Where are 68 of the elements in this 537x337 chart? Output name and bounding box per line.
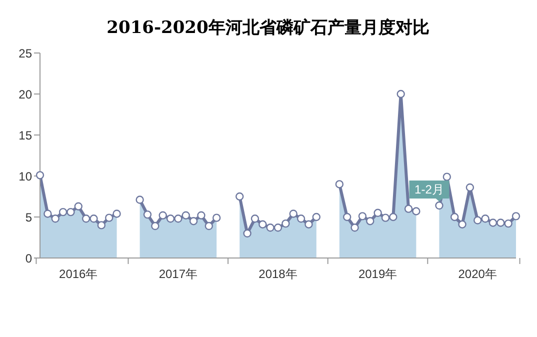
point bbox=[466, 183, 474, 192]
point bbox=[435, 201, 444, 210]
point bbox=[374, 208, 382, 217]
point bbox=[158, 211, 167, 220]
point bbox=[335, 180, 344, 188]
point bbox=[136, 196, 144, 204]
point bbox=[442, 172, 452, 181]
point bbox=[458, 220, 466, 228]
point bbox=[504, 219, 512, 228]
point bbox=[51, 214, 60, 223]
point bbox=[304, 220, 313, 228]
point bbox=[36, 171, 44, 180]
point bbox=[296, 214, 306, 223]
point bbox=[151, 222, 160, 230]
y-tick-label: 0 bbox=[25, 251, 32, 266]
point bbox=[412, 207, 420, 216]
point bbox=[204, 222, 214, 230]
point bbox=[250, 214, 260, 223]
y-tick-label: 20 bbox=[18, 87, 32, 102]
point bbox=[197, 211, 206, 220]
point bbox=[404, 204, 413, 213]
point bbox=[166, 214, 175, 223]
point bbox=[212, 214, 221, 222]
y-tick-label: 5 bbox=[25, 210, 32, 224]
point bbox=[174, 214, 182, 223]
point bbox=[44, 210, 52, 218]
chart-title: 2016-2020年河北省磷矿石产量月度对比 bbox=[106, 17, 430, 39]
y-tick-label: 25 bbox=[18, 46, 32, 60]
point bbox=[342, 212, 352, 222]
x-tick-label: 2018年 bbox=[258, 267, 298, 281]
point bbox=[90, 214, 98, 223]
point bbox=[189, 217, 198, 226]
point bbox=[512, 212, 520, 220]
point bbox=[289, 210, 298, 218]
point bbox=[143, 210, 152, 219]
point bbox=[243, 229, 252, 238]
point bbox=[58, 208, 68, 216]
point bbox=[366, 217, 374, 226]
point bbox=[112, 210, 121, 218]
point bbox=[358, 212, 367, 220]
point bbox=[474, 216, 482, 224]
point bbox=[481, 214, 490, 223]
point bbox=[266, 224, 274, 232]
point bbox=[104, 214, 114, 222]
point bbox=[396, 90, 405, 98]
point bbox=[74, 202, 82, 210]
x-tick-label: 2020年 bbox=[458, 267, 497, 281]
x-tick-label: 2016年 bbox=[59, 267, 98, 281]
x-tick-label: 2017年 bbox=[158, 267, 198, 281]
annotation: 1-2月 bbox=[414, 182, 444, 197]
point bbox=[274, 224, 282, 232]
point bbox=[282, 219, 290, 228]
y-tick-label: 10 bbox=[18, 169, 32, 184]
point bbox=[488, 218, 498, 227]
point bbox=[312, 212, 320, 222]
point bbox=[236, 192, 244, 201]
point bbox=[97, 221, 106, 230]
point bbox=[66, 208, 75, 216]
point bbox=[389, 212, 398, 222]
point bbox=[350, 224, 359, 232]
point bbox=[381, 214, 390, 222]
y-tick-label: 15 bbox=[18, 128, 32, 142]
point bbox=[258, 220, 267, 228]
point bbox=[182, 211, 190, 220]
x-tick-label: 2019年 bbox=[358, 267, 398, 281]
point bbox=[496, 218, 505, 227]
point bbox=[450, 212, 459, 222]
point bbox=[82, 214, 90, 223]
